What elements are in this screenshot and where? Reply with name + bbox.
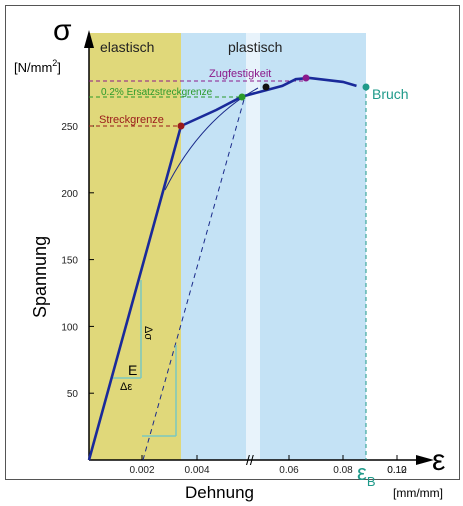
delta-strain-label: Δε [120, 381, 132, 393]
y-axis-label: Spannung [30, 236, 50, 318]
x-tick-label: 0.004 [184, 465, 209, 476]
x-axis-symbol: ε [432, 444, 445, 477]
y-axis-unit: [N/mm2] [14, 58, 61, 75]
y-tick-label: 250 [61, 122, 78, 133]
y-axis-symbol: σ [53, 14, 72, 47]
region-plastic-right [260, 33, 366, 460]
modulus-label: E [128, 362, 137, 378]
axis-break-mark: // [246, 452, 254, 468]
offset-line [142, 95, 246, 461]
curve-point-black [262, 83, 270, 91]
region-elastic-label: elastisch [100, 39, 154, 55]
proof-stress-label: 0.2% Ersatzstreckgrenze [101, 87, 213, 98]
y-tick-label: 50 [67, 389, 79, 400]
axis-break-gap [246, 33, 260, 460]
stress-strain-curve [87, 76, 357, 461]
x-tick-label: 0.06 [279, 465, 299, 476]
x-ticks: 0.002 0.004 0.06 0.08 0.100.12 [129, 455, 407, 476]
tensile-strength-point [302, 74, 310, 82]
region-elastic [89, 33, 181, 460]
x-tick-label: 0.08 [333, 465, 353, 476]
tensile-strength-label: Zugfestigkeit [209, 68, 271, 80]
y-tick-label: 200 [61, 189, 78, 200]
fracture-point [362, 83, 370, 91]
x-axis-label: Dehnung [185, 483, 254, 502]
x-tick-label: 0.12 [387, 465, 407, 476]
region-plastic-label: plastisch [228, 39, 282, 55]
x-axis-arrow [416, 455, 434, 465]
fracture-strain-label: εB [357, 460, 375, 489]
fracture-label: Bruch [372, 86, 409, 102]
region-plastic [181, 33, 246, 460]
y-tick-label: 150 [61, 256, 78, 267]
y-axis-arrow [84, 30, 94, 48]
x-tick-label: 0.10 [387, 465, 407, 476]
x-axis-unit: [mm/mm] [393, 486, 443, 500]
y-tick-label: 100 [61, 322, 78, 333]
x-tick-label: 0.002 [129, 465, 154, 476]
yield-label: Streckgrenze [99, 114, 164, 126]
proof-stress-point [238, 93, 246, 101]
delta-stress-label: Δσ [142, 326, 154, 340]
yield-point [177, 122, 185, 130]
